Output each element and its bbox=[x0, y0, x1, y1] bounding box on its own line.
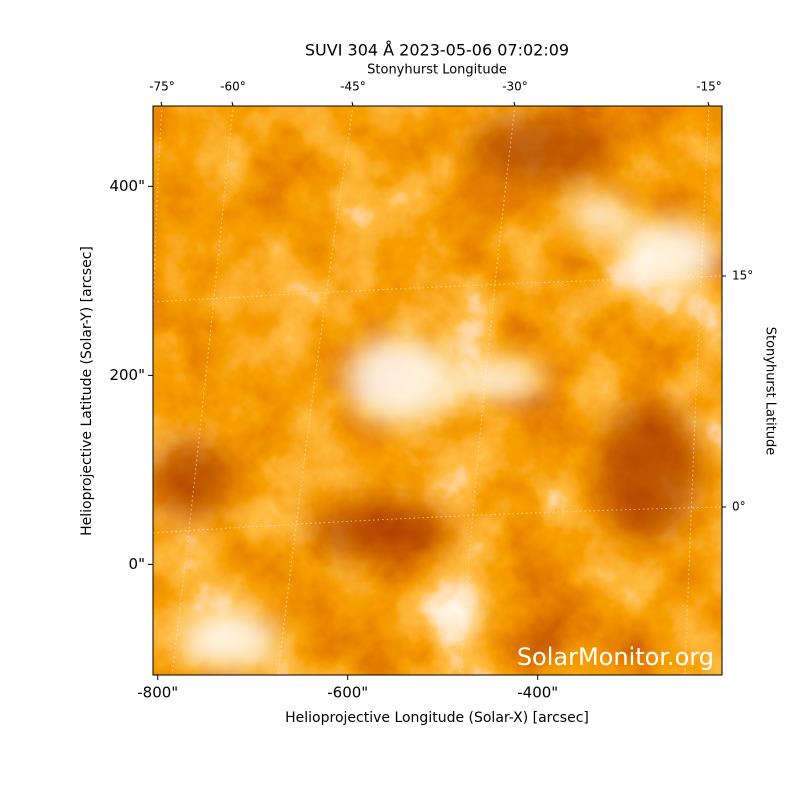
x-axis-label: Helioprojective Longitude (Solar-X) [arc… bbox=[285, 710, 589, 726]
x2-tick-label: -45° bbox=[340, 80, 366, 94]
x-tick-label: -400" bbox=[517, 684, 558, 702]
y-tick-label: 400" bbox=[109, 177, 145, 195]
y2-tick-label: 0° bbox=[732, 500, 746, 514]
x2-tick-label: -30° bbox=[502, 80, 528, 94]
y2-tick-label: 15° bbox=[732, 269, 753, 283]
x2-tick bbox=[707, 101, 710, 107]
x2-tick bbox=[160, 101, 163, 107]
x-tick-label: -800" bbox=[137, 684, 178, 702]
x2-tick-label: -75° bbox=[149, 80, 175, 94]
x2-tick-label: -60° bbox=[220, 80, 246, 94]
watermark: SolarMonitor.org bbox=[517, 643, 714, 671]
y-tick-label: 0" bbox=[129, 555, 145, 573]
x-tick-label: -600" bbox=[327, 684, 368, 702]
y-tick-label: 200" bbox=[109, 366, 145, 384]
x2-tick bbox=[351, 101, 354, 107]
plot-frame bbox=[152, 105, 723, 676]
x2-axis-label: Stonyhurst Longitude bbox=[367, 63, 507, 78]
x2-tick bbox=[513, 101, 516, 107]
solar-image bbox=[153, 106, 722, 675]
x2-tick bbox=[231, 101, 234, 107]
x2-tick-label: -15° bbox=[696, 80, 722, 94]
y2-axis-label: Stonyhurst Latitude bbox=[763, 327, 778, 456]
chart-title: SUVI 304 Å 2023-05-06 07:02:09 bbox=[305, 41, 569, 60]
y-axis-label: Helioprojective Latitude (Solar-Y) [arcs… bbox=[79, 246, 95, 536]
